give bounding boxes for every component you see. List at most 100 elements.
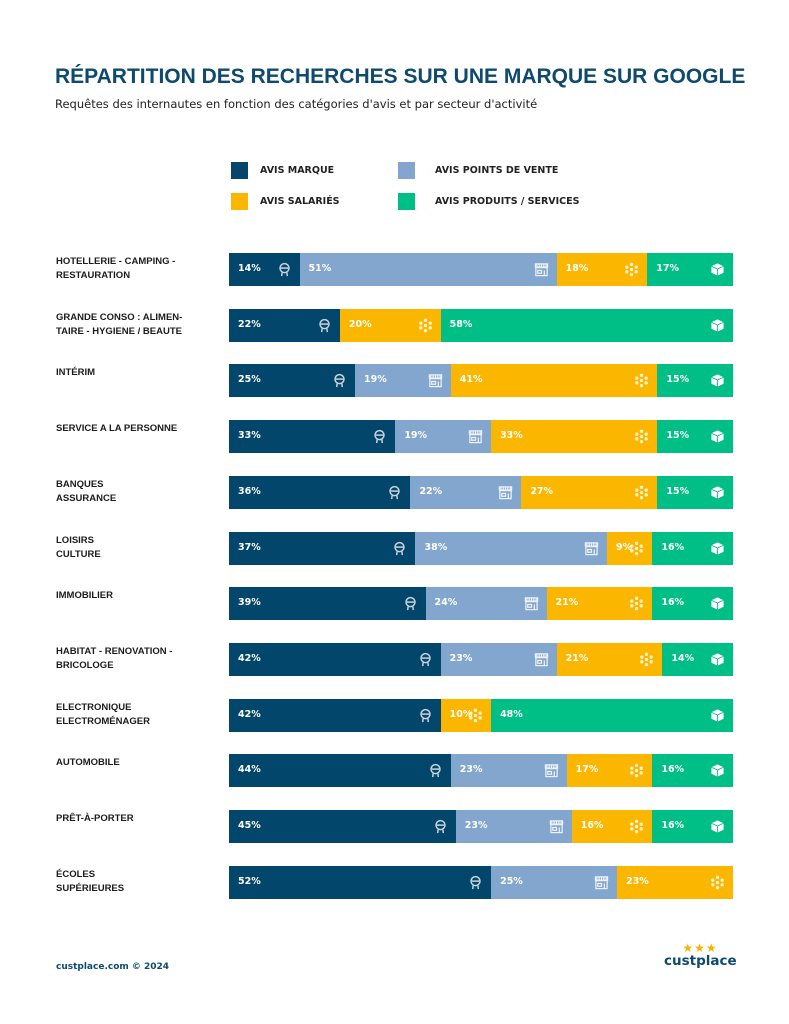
bar-segment: 22% xyxy=(229,308,340,342)
bar-segment: 18% xyxy=(556,253,648,286)
bar-segment: 16% xyxy=(652,531,733,565)
bar-segment: 48% xyxy=(491,698,733,732)
bar-row: 42% 23% 21% 14% xyxy=(229,642,733,676)
box-icon xyxy=(710,262,725,277)
bar-segment: 23% xyxy=(440,642,557,676)
data-label: 25% xyxy=(238,374,261,386)
legend-swatch xyxy=(398,162,415,179)
data-label: 42% xyxy=(238,652,261,664)
category-label: SERVICE A LA PERSONNE xyxy=(56,423,178,435)
custplace-logo: ★★★ custplace xyxy=(664,941,737,969)
data-label: 45% xyxy=(238,820,261,831)
box-icon xyxy=(710,485,725,500)
data-label: 33% xyxy=(238,430,261,442)
people-network-icon xyxy=(629,819,644,834)
bar-segment: 25% xyxy=(491,865,618,899)
data-label: 14% xyxy=(238,263,261,274)
data-label: 15% xyxy=(666,485,690,497)
legend-swatch xyxy=(231,193,248,210)
bar-segment: 9% xyxy=(606,531,653,565)
box-icon xyxy=(710,819,725,834)
bar-segment: 33% xyxy=(491,420,658,454)
medal-icon xyxy=(332,373,347,388)
box-icon xyxy=(710,541,725,556)
bar-segment: 41% xyxy=(450,364,658,398)
bar-segment: 33% xyxy=(229,420,396,454)
bar-segment: 19% xyxy=(355,364,451,398)
store-icon xyxy=(549,819,564,834)
medal-icon xyxy=(372,429,387,444)
legend-item: AVIS PRODUITS / SERVICES xyxy=(398,193,579,210)
box-icon xyxy=(710,429,725,444)
people-network-icon xyxy=(468,708,483,723)
store-icon xyxy=(468,429,483,444)
bar-row: 44% 23% 17% 16% xyxy=(229,754,733,788)
bar-segment: 39% xyxy=(229,587,426,621)
bar-segment: 24% xyxy=(425,587,547,621)
bar-segment: 14% xyxy=(229,253,300,286)
bar-segment: 25% xyxy=(229,364,355,398)
medal-icon xyxy=(468,875,483,890)
bar-segment: 19% xyxy=(395,420,492,454)
bar-segment: 23% xyxy=(450,754,567,788)
bar-segment: 51% xyxy=(299,253,557,286)
data-label: 15% xyxy=(666,430,690,442)
data-label: 58% xyxy=(449,318,473,330)
box-icon xyxy=(710,318,725,333)
data-label: 22% xyxy=(419,485,443,497)
category-label: LOISIRS CULTURE xyxy=(56,534,101,560)
data-label: 16% xyxy=(580,820,604,831)
bar-segment: 16% xyxy=(652,587,733,621)
bar-row: 22% 20% 58% xyxy=(229,308,733,342)
data-label: 51% xyxy=(308,263,332,274)
data-label: 42% xyxy=(238,708,261,720)
data-label: 24% xyxy=(434,597,458,609)
chart-title: RÉPARTITION DES RECHERCHES SUR UNE MARQU… xyxy=(55,65,746,88)
bar-row: 33% 19% 33% 15% xyxy=(229,420,733,454)
category-label: IMMOBILIER xyxy=(56,590,113,602)
data-label: 16% xyxy=(661,764,685,776)
data-label: 19% xyxy=(364,374,387,386)
data-label: 17% xyxy=(575,764,599,776)
medal-icon xyxy=(392,541,407,556)
legend-label: AVIS MARQUE xyxy=(260,165,335,176)
people-network-icon xyxy=(629,596,644,611)
store-icon xyxy=(584,541,599,556)
bar-row: 52% 25% 23% xyxy=(229,865,733,899)
box-icon xyxy=(710,708,725,723)
data-label: 23% xyxy=(459,764,483,776)
data-label: 21% xyxy=(555,597,579,609)
data-label: 16% xyxy=(661,820,685,831)
legend-label: AVIS POINTS DE VENTE xyxy=(435,165,559,176)
category-label: ÉCOLES SUPÉRIEURES xyxy=(56,868,125,894)
data-label: 52% xyxy=(238,875,261,887)
medal-icon xyxy=(418,652,433,667)
people-network-icon xyxy=(629,763,644,778)
data-label: 21% xyxy=(565,652,589,664)
people-network-icon xyxy=(634,429,649,444)
people-network-icon xyxy=(634,373,649,388)
bar-segment: 20% xyxy=(339,308,441,342)
bar-segment: 16% xyxy=(571,810,653,843)
bar-segment: 42% xyxy=(229,698,441,732)
data-label: 41% xyxy=(459,374,483,386)
bar-segment: 36% xyxy=(229,475,411,509)
store-icon xyxy=(524,596,539,611)
category-label: ELECTRONIQUE ELECTROMÉNAGER xyxy=(56,701,150,727)
chart-subtitle: Requêtes des internautes en fonction des… xyxy=(55,97,538,111)
logo-stars-icon: ★★★ xyxy=(682,941,718,955)
people-network-icon xyxy=(710,875,725,890)
data-label: 27% xyxy=(530,485,554,497)
people-network-icon xyxy=(634,485,649,500)
medal-icon xyxy=(418,708,433,723)
box-icon xyxy=(710,763,725,778)
category-label: INTÉRIM xyxy=(56,367,96,379)
data-label: 36% xyxy=(238,485,261,497)
bar-segment: 45% xyxy=(229,810,456,843)
box-icon xyxy=(710,373,725,388)
people-network-icon xyxy=(418,318,433,333)
people-network-icon xyxy=(639,652,654,667)
medal-icon xyxy=(277,262,292,277)
bar-segment: 14% xyxy=(662,642,733,676)
bar-segment: 15% xyxy=(657,364,733,398)
